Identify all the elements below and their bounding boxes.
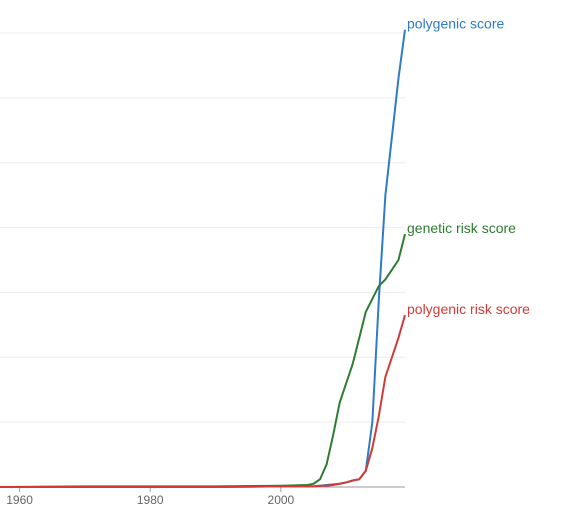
x-tick-label: 1960 (6, 493, 33, 507)
series-label: polygenic score (407, 15, 504, 31)
series-label: genetic risk score (407, 220, 516, 236)
line (0, 314, 406, 488)
x-tick-label: 1980 (137, 493, 164, 507)
line (0, 233, 406, 488)
series-label: polygenic risk score (407, 301, 530, 317)
x-tick-label: 2000 (268, 493, 295, 507)
